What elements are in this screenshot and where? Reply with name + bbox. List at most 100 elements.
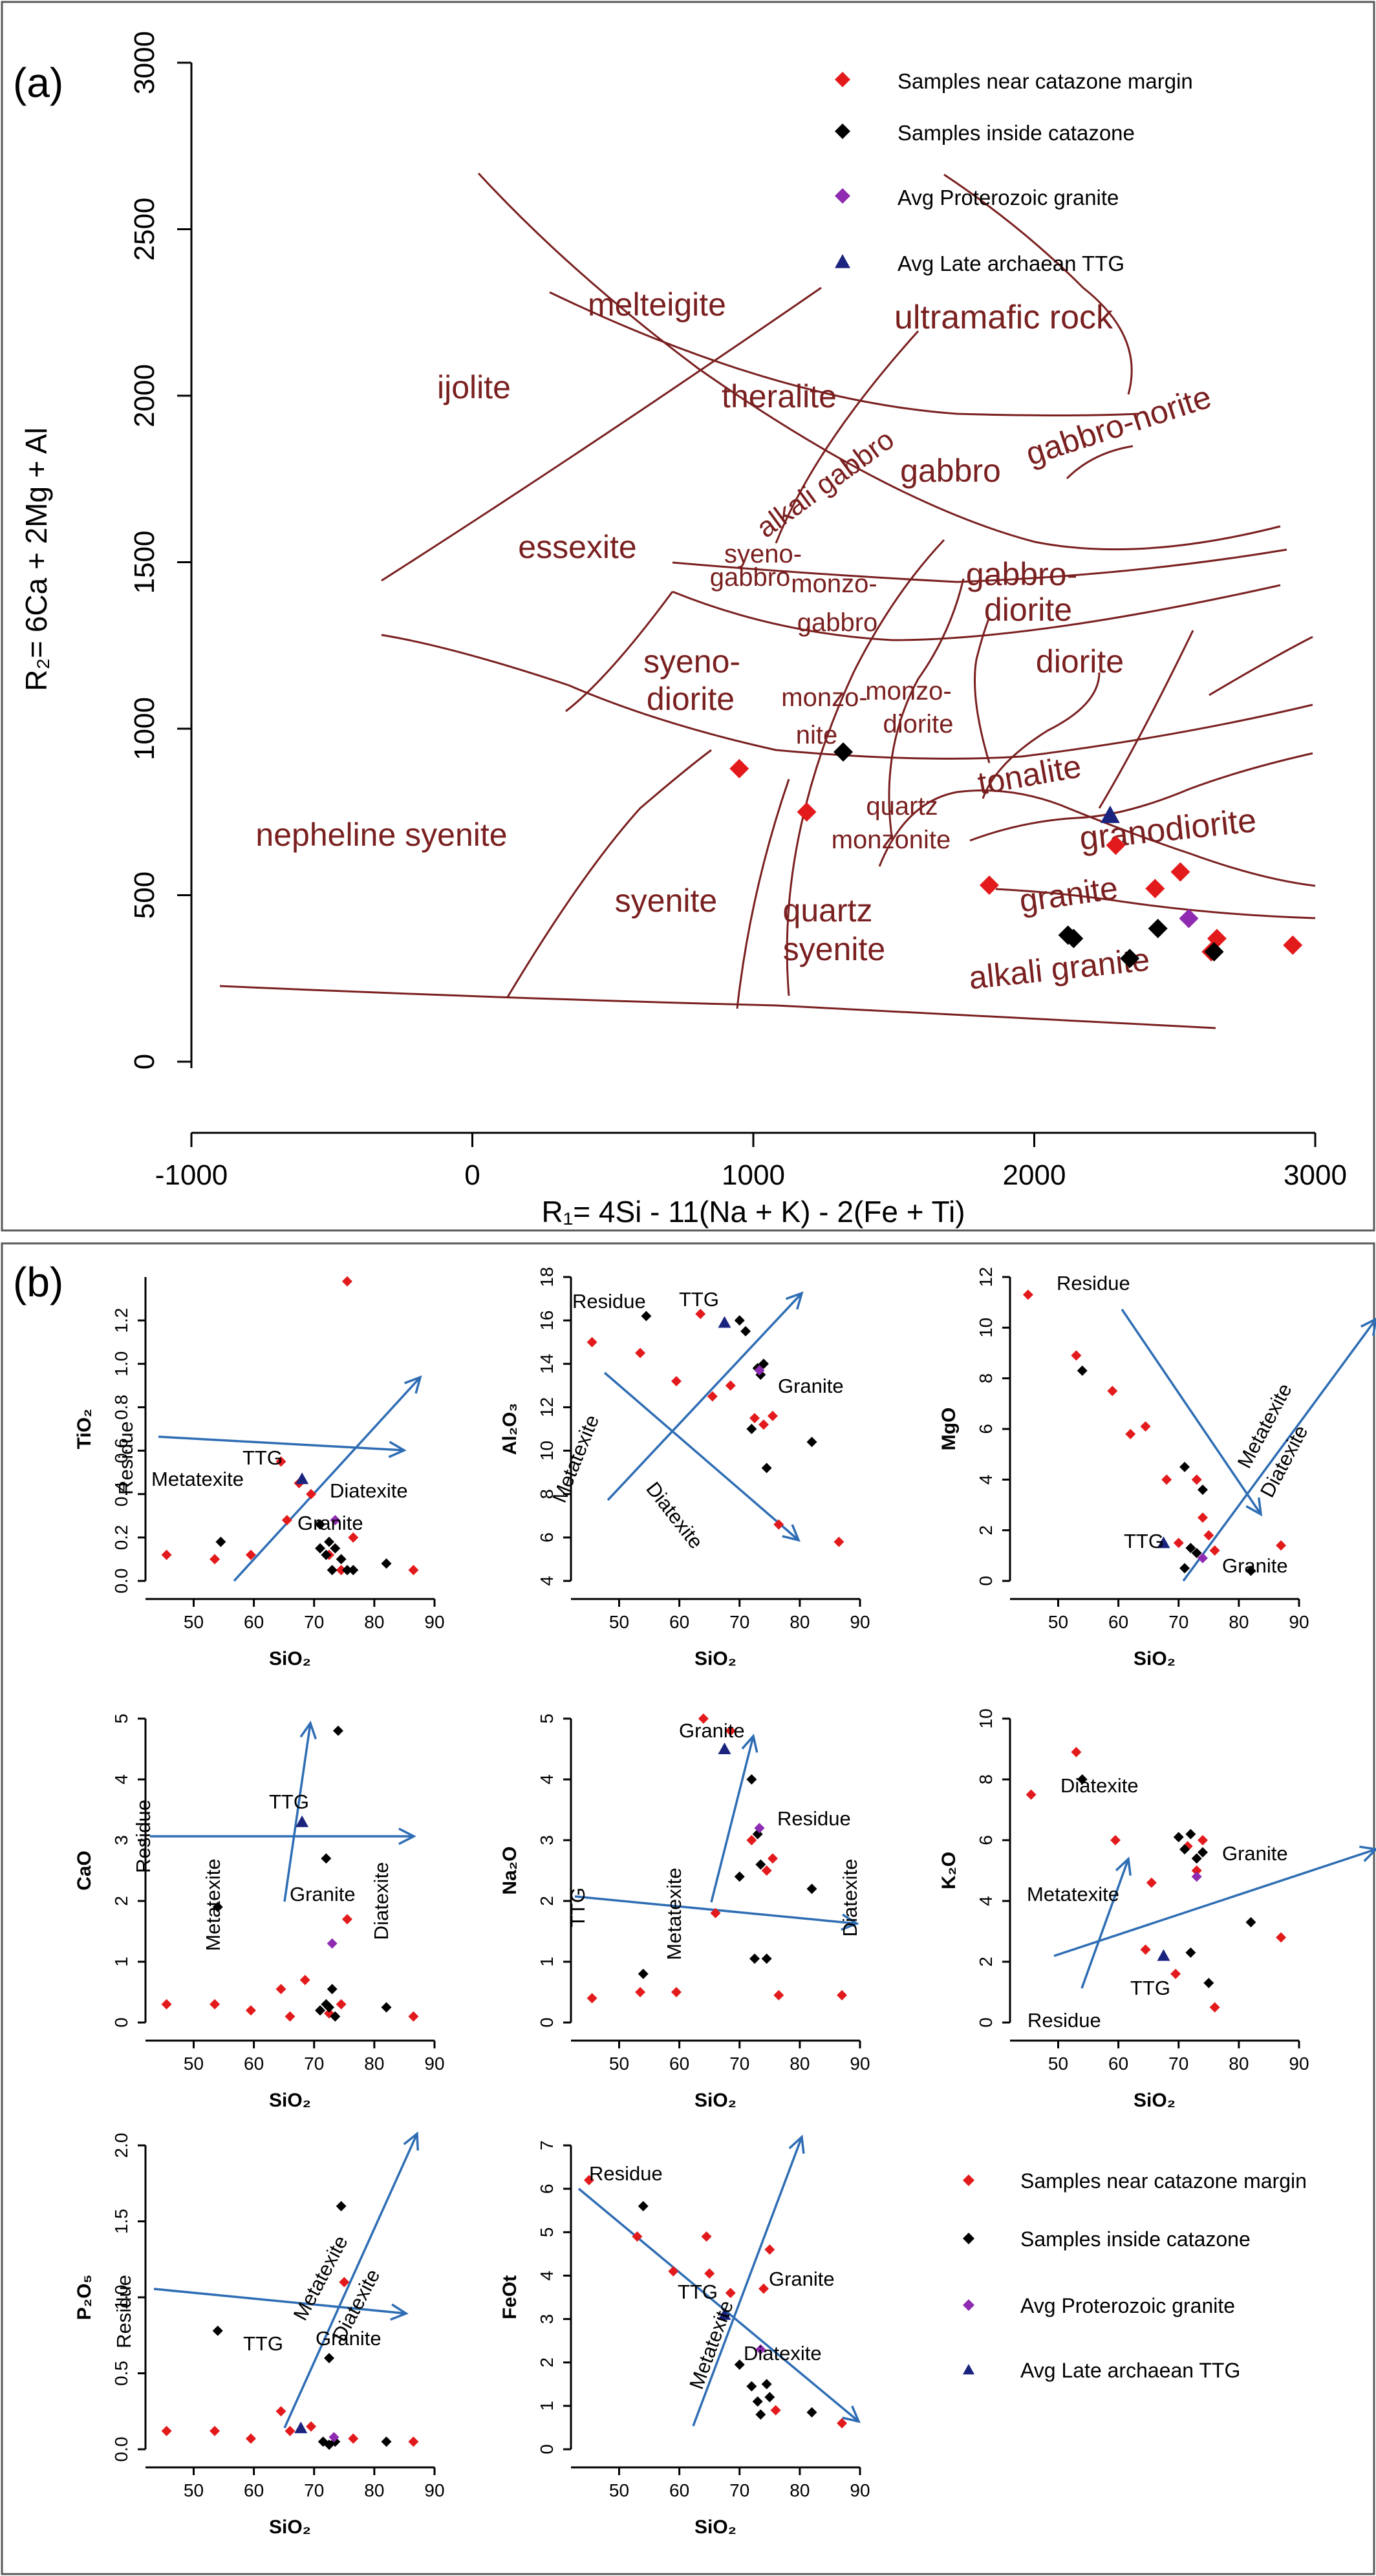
tio2-annotation: Metatexite bbox=[151, 1468, 244, 1490]
margin-sample-point bbox=[336, 1999, 347, 2010]
margin-sample-point bbox=[336, 1565, 347, 1576]
margin-sample-point bbox=[275, 1456, 286, 1467]
k2o-annotation: Residue bbox=[1027, 2009, 1101, 2032]
mgo-y-axis-label: MgO bbox=[938, 1408, 960, 1451]
inside-sample-point bbox=[315, 2005, 326, 2016]
al2o3-x-tick-label: 90 bbox=[850, 1612, 870, 1632]
margin-sample-point bbox=[979, 875, 999, 896]
field-boundary-line bbox=[1098, 630, 1194, 809]
rock-field-label: syeno- bbox=[643, 643, 740, 680]
mgo-y-tick-label: 4 bbox=[976, 1475, 996, 1485]
margin-sample-point bbox=[285, 2011, 296, 2022]
inside-sample-point bbox=[833, 742, 854, 762]
trend-arrow-head bbox=[390, 2303, 409, 2321]
panel-b-frame bbox=[1, 1242, 1375, 2575]
inside-sample-point bbox=[641, 1311, 652, 1322]
inside-sample-point bbox=[1204, 942, 1224, 962]
proterozoic-granite-point bbox=[1179, 908, 1199, 928]
r1r2-y-tick-label: 1000 bbox=[129, 697, 160, 760]
al2o3-annotation: Residue bbox=[572, 1290, 646, 1313]
inside-sample-point bbox=[381, 2002, 392, 2013]
field-boundary-line bbox=[672, 548, 1287, 583]
field-boundary-line bbox=[736, 778, 790, 1009]
tio2-annotation: Residue bbox=[114, 1421, 137, 1495]
margin-sample-point bbox=[837, 1990, 848, 2001]
al2o3-x-tick-label: 50 bbox=[609, 1612, 629, 1632]
cao-annotation: Diatexite bbox=[370, 1862, 392, 1940]
cao-y-tick-label: 0 bbox=[111, 2017, 131, 2028]
margin-sample-point bbox=[1026, 1789, 1037, 1800]
trend-arrow-line bbox=[607, 1292, 803, 1501]
rock-field-label: quartz bbox=[866, 792, 938, 821]
tio2-x-tick-label: 50 bbox=[184, 1612, 204, 1632]
tio2-y-tick-label: 0.6 bbox=[111, 1438, 131, 1463]
field-boundary-line bbox=[969, 752, 1313, 842]
p2o5-y-tick-label: 1.0 bbox=[111, 2285, 131, 2310]
field-boundary-line bbox=[565, 591, 674, 713]
panel-b-label: (b) bbox=[13, 1259, 63, 1305]
inside-sample-point bbox=[734, 1871, 745, 1882]
mgo-y-tick-label: 8 bbox=[976, 1373, 996, 1384]
r1r2-y-tick-label: 2500 bbox=[129, 198, 160, 261]
r1r2-y-tick-label: 1500 bbox=[129, 531, 160, 594]
inside-sample-point bbox=[764, 2392, 775, 2403]
mgo-x-tick-label: 60 bbox=[1108, 1612, 1128, 1632]
tio2-x-tick-label: 90 bbox=[424, 1612, 444, 1632]
margin-sample-point bbox=[341, 1276, 352, 1287]
k2o-x-tick-label: 50 bbox=[1048, 2054, 1068, 2074]
inside-sample-point bbox=[638, 2201, 649, 2211]
margin-sample-point bbox=[632, 2231, 643, 2242]
margin-sample-point bbox=[725, 1380, 736, 1391]
margin-sample-point bbox=[586, 1993, 597, 2004]
feot-y-tick-label: 6 bbox=[537, 2184, 557, 2194]
margin-sample-point bbox=[1191, 1865, 1202, 1876]
cao-x-tick-label: 80 bbox=[364, 2054, 384, 2074]
margin-sample-point bbox=[704, 2268, 715, 2279]
inside-sample-point bbox=[1185, 1829, 1196, 1840]
rock-field-label: diorite bbox=[984, 592, 1072, 628]
field-boundary-line bbox=[888, 578, 965, 841]
legend-label: Samples near catazone margin bbox=[898, 69, 1193, 93]
rock-field-label: nite bbox=[796, 721, 838, 749]
rock-field-label: essexite bbox=[518, 529, 636, 565]
feot-y-axis-label: FeOt bbox=[499, 2275, 521, 2319]
margin-sample-point bbox=[275, 1984, 286, 1995]
al2o3-annotation: Granite bbox=[778, 1375, 844, 1397]
inside-sample-point bbox=[746, 2381, 757, 2392]
margin-sample-point bbox=[1283, 935, 1303, 955]
k2o-x-axis-label: SiO₂ bbox=[1134, 2090, 1176, 2111]
margin-sample-point bbox=[161, 1999, 172, 2010]
na2o-y-tick-label: 1 bbox=[537, 1957, 557, 1967]
margin-sample-point bbox=[1173, 1538, 1184, 1549]
trend-arrow-line bbox=[1182, 1318, 1376, 1582]
margin-sample-point bbox=[770, 2405, 781, 2416]
proterozoic-granite-point bbox=[1198, 1552, 1208, 1563]
margin-sample-point bbox=[299, 1975, 310, 1986]
inside-sample-point bbox=[1148, 919, 1168, 938]
k2o-y-tick-label: 4 bbox=[976, 1896, 996, 1906]
inside-sample-point bbox=[1179, 1844, 1190, 1855]
mgo-annotation: Granite bbox=[1222, 1554, 1288, 1577]
al2o3-y-tick-label: 12 bbox=[537, 1397, 557, 1417]
inside-sample-point bbox=[324, 1536, 335, 1547]
tio2-x-axis-label: SiO₂ bbox=[269, 1648, 311, 1669]
inside-sample-point bbox=[1179, 1461, 1190, 1472]
ttg-point bbox=[718, 2308, 731, 2320]
field-boundary-line bbox=[1066, 445, 1134, 480]
margin-sample-point bbox=[281, 1515, 292, 1525]
legend-label: Samples inside catazone bbox=[1020, 2227, 1251, 2251]
feot-annotation: Diatexite bbox=[744, 2342, 822, 2365]
legend-marker bbox=[963, 2174, 974, 2186]
trend-arrow-line bbox=[692, 2136, 803, 2427]
legend-marker bbox=[835, 72, 850, 87]
cao-y-axis-label: CaO bbox=[74, 1851, 95, 1891]
trend-arrow-head bbox=[398, 1827, 416, 1845]
na2o-x-tick-label: 90 bbox=[850, 2054, 870, 2074]
tio2-annotation: Diatexite bbox=[330, 1479, 408, 1502]
k2o-annotation: Diatexite bbox=[1060, 1774, 1139, 1797]
ttg-point bbox=[718, 1743, 731, 1754]
inside-sample-point bbox=[638, 1968, 649, 1979]
trend-arrow-line bbox=[283, 2133, 418, 2429]
inside-sample-point bbox=[381, 2436, 392, 2447]
margin-sample-point bbox=[767, 1853, 778, 1864]
